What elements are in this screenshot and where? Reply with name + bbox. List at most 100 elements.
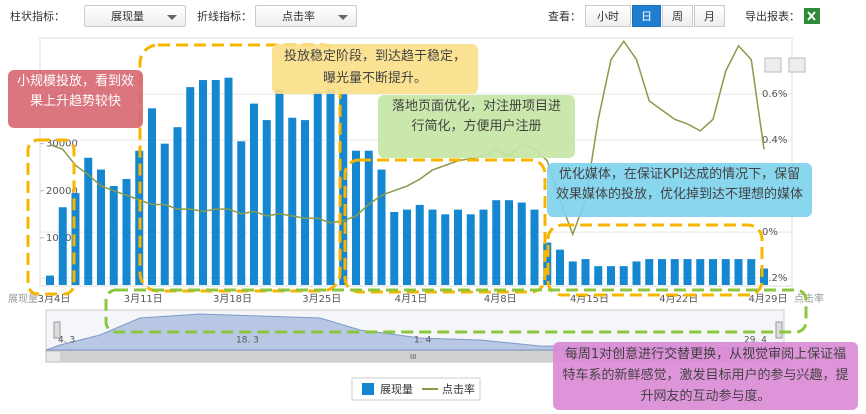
- bar: [377, 169, 386, 285]
- y2-tick-label: 0%: [762, 227, 778, 238]
- x-tick-label: 3月4日: [38, 293, 71, 305]
- bar: [517, 202, 526, 285]
- bar: [568, 261, 577, 285]
- line-metric-select[interactable]: 点击率: [255, 5, 357, 27]
- x-tick-label: 4月29日: [748, 293, 787, 305]
- dashed-outline: [104, 288, 808, 334]
- bar: [556, 249, 564, 285]
- dashed-outlines: [26, 43, 808, 334]
- bar: [760, 268, 768, 285]
- dashed-outline: [546, 223, 764, 297]
- dashed-outline: [343, 158, 547, 294]
- plot-frame: [39, 37, 793, 287]
- x-tick-label: 3月25日: [302, 293, 341, 305]
- x-tick-label: 4月1日: [395, 293, 428, 305]
- bar: [339, 94, 348, 285]
- view-button[interactable]: 月: [694, 5, 725, 27]
- bar: [747, 259, 756, 285]
- bar: [46, 275, 54, 285]
- bar: [224, 77, 233, 285]
- dashed-outline: [138, 43, 342, 293]
- view-button[interactable]: 小时: [585, 5, 631, 27]
- bar-metric-select[interactable]: 展现量: [84, 5, 186, 27]
- legend-label: 展现量: [380, 383, 413, 396]
- y-axis-label: 展现量: [8, 293, 38, 305]
- bar: [734, 259, 743, 285]
- navigator-label: 18. 3: [236, 336, 259, 346]
- x-tick-label: 3月11日: [124, 293, 163, 305]
- export-label: 导出报表：: [745, 10, 800, 23]
- bar: [148, 108, 156, 285]
- bar: [288, 117, 297, 285]
- navigator-handle[interactable]: [775, 321, 783, 339]
- bar: [428, 209, 437, 285]
- bar: [364, 150, 373, 285]
- scrollbar-thumb[interactable]: [60, 352, 772, 361]
- bar: [84, 157, 93, 285]
- view-button[interactable]: 周: [662, 5, 693, 27]
- y2-tick-label: 0.2%: [762, 273, 787, 284]
- bar: [326, 89, 335, 285]
- scrollbar-grip: III: [410, 353, 416, 361]
- bar: [619, 266, 628, 285]
- bar: [160, 143, 169, 285]
- download-icon[interactable]: [788, 57, 806, 73]
- bar: [658, 259, 666, 285]
- bar: [530, 209, 539, 285]
- bar: [58, 207, 67, 285]
- bar: [313, 91, 322, 285]
- bar: [173, 127, 182, 286]
- annotation: 小规模投放，看到效果上升趋势较快: [8, 70, 143, 128]
- bar-metric-label: 柱状指标：: [10, 10, 65, 23]
- annotation: 优化媒体，在保证KPI达成的情况下，保留效果媒体的投放，优化掉到达不理想的媒体: [547, 163, 812, 217]
- bar: [454, 209, 462, 285]
- bar: [479, 209, 488, 285]
- legend-label: 点击率: [442, 382, 475, 396]
- navigator-label: 29. 4: [744, 336, 767, 346]
- bar: [696, 259, 705, 285]
- y2-tick-label: 0.6%: [762, 89, 787, 100]
- bar: [250, 103, 258, 285]
- print-icon[interactable]: [764, 57, 782, 73]
- bar: [262, 120, 271, 285]
- bar: [466, 214, 475, 285]
- bar: [594, 266, 603, 285]
- bar: [199, 80, 207, 285]
- bar: [390, 211, 399, 285]
- bar: [721, 259, 730, 285]
- line: [49, 39, 765, 237]
- line-metric-label: 折线指标：: [197, 10, 252, 23]
- view-button[interactable]: 日: [632, 5, 661, 27]
- dashed-outline: [26, 138, 76, 296]
- excel-icon[interactable]: [803, 7, 821, 25]
- view-label: 查看：: [548, 10, 581, 23]
- bar: [301, 120, 309, 285]
- y2-tick-label: 0.4%: [762, 135, 787, 146]
- annotation: 投放稳定阶段，到达趋于稳定，曝光量不断提升。: [272, 44, 478, 94]
- bar: [492, 200, 501, 285]
- bar: [109, 186, 118, 285]
- bar: [211, 80, 220, 285]
- bar: [670, 259, 679, 285]
- annotation: 每周1对创意进行交替更换，从视觉审阅上保证福特车系的新鲜感觉，激发目标用户的参与…: [553, 342, 858, 410]
- bar: [505, 200, 513, 285]
- navigator-label: 4. 3: [58, 336, 75, 346]
- navigator-handle[interactable]: [53, 321, 61, 339]
- bar: [632, 261, 641, 285]
- bar: [645, 259, 654, 285]
- y2-axis-label: 点击率: [794, 292, 824, 305]
- navigator-label: 1. 4: [414, 336, 431, 346]
- bar: [352, 150, 360, 285]
- legend-swatch: [362, 383, 374, 395]
- legend-box: [351, 377, 481, 401]
- x-tick-label: 3月18日: [213, 293, 252, 305]
- bar: [275, 89, 284, 285]
- bar: [441, 214, 450, 285]
- bar: [403, 209, 411, 285]
- y-tick-label: 20000: [46, 186, 78, 197]
- bar: [709, 259, 717, 285]
- y-tick-label: 30000: [46, 139, 78, 150]
- bar: [581, 259, 590, 285]
- bar: [97, 169, 105, 285]
- x-tick-label: 4月8日: [484, 293, 517, 305]
